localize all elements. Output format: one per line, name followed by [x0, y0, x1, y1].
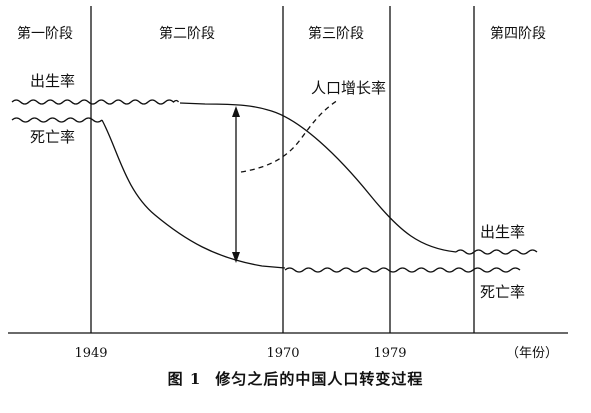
growth-gap-arrow-head-top — [232, 106, 240, 117]
x-axis-unit: （年份） — [506, 346, 558, 361]
x-tick-1979: 1979 — [373, 346, 406, 361]
stage-label-3: 第三阶段 — [308, 25, 364, 42]
death-rate-label-left: 死亡率 — [30, 128, 75, 146]
birth-rate-wave-stage1 — [11, 99, 180, 105]
growth-gap-arrow-head-bottom — [232, 252, 240, 263]
birth-rate-wave-stage4 — [455, 249, 538, 255]
birth-rate-label-right: 出生率 — [480, 223, 525, 241]
death-rate-curve — [101, 119, 286, 269]
x-tick-1970: 1970 — [266, 346, 299, 361]
x-tick-1949: 1949 — [74, 346, 107, 361]
stage-label-2: 第二阶段 — [159, 25, 215, 42]
figure-title: 修匀之后的中国人口转变过程 — [215, 370, 424, 388]
population-growth-label: 人口增长率 — [311, 79, 386, 97]
stage-label-4: 第四阶段 — [490, 25, 546, 42]
birth-rate-label-left: 出生率 — [30, 72, 75, 90]
death-rate-wave-low — [284, 267, 521, 273]
birth-rate-curve — [179, 102, 457, 253]
population-growth-dashed-line — [240, 99, 339, 173]
figure-number: 图 1 — [167, 370, 202, 388]
death-rate-label-right: 死亡率 — [480, 283, 525, 301]
death-rate-wave-stage1 — [11, 117, 103, 123]
figure-caption: 图 1 修匀之后的中国人口转变过程 — [0, 368, 591, 389]
stage-label-1: 第一阶段 — [17, 25, 73, 42]
